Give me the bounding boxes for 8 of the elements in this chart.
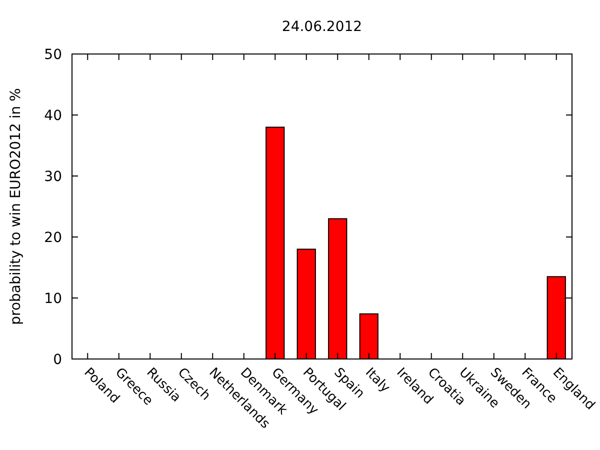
- y-tick-label: 30: [44, 168, 62, 185]
- chart-title: 24.06.2012: [282, 19, 362, 35]
- y-axis-title: probability to win EURO2012 in %: [8, 88, 24, 325]
- y-tick-label: 40: [44, 108, 62, 124]
- y-tick-label: 20: [44, 230, 62, 246]
- y-tick-label: 10: [44, 290, 62, 307]
- y-tick-label: 50: [44, 46, 62, 63]
- y-tick-label: 0: [53, 352, 62, 368]
